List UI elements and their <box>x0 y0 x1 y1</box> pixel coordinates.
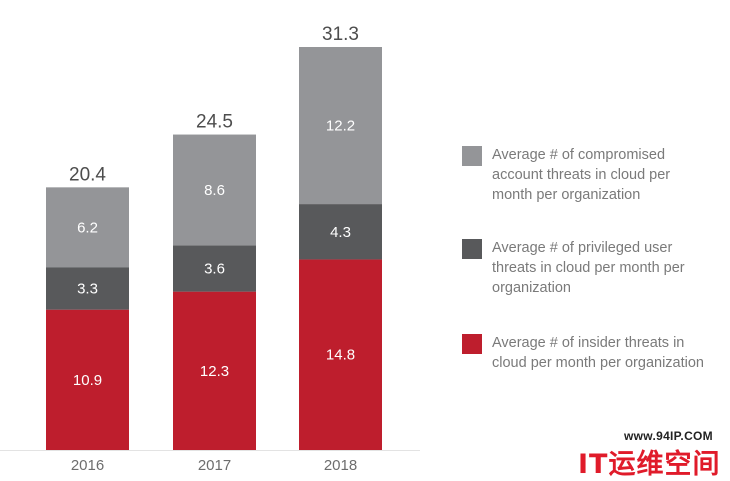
x-tick-label-2016: 2016 <box>71 457 104 474</box>
bar-segment-privileged-2016 <box>46 267 129 310</box>
bar-segment-insider-2016 <box>46 309 129 450</box>
bar-segment-privileged-2017 <box>173 245 256 292</box>
bar-segment-compromised-2017 <box>173 134 256 246</box>
x-tick-label-2018: 2018 <box>324 457 357 474</box>
data-label-compromised-2016: 6.2 <box>77 219 98 236</box>
legend-swatch-compromised <box>462 146 482 166</box>
data-label-privileged-2018: 4.3 <box>330 224 351 241</box>
data-label-compromised-2018: 12.2 <box>326 118 355 135</box>
legend-item-insider: Average # of insider threats in cloud pe… <box>462 333 722 373</box>
bar-segment-privileged-2018 <box>299 204 382 260</box>
legend-item-compromised: Average # of compromised account threats… <box>462 145 722 205</box>
bar-segment-compromised-2016 <box>46 187 129 268</box>
legend-swatch-insider <box>462 334 482 354</box>
legend-label-compromised: Average # of compromised account threats… <box>492 147 671 203</box>
total-label-2016: 20.4 <box>69 164 106 185</box>
data-label-insider-2017: 12.3 <box>200 363 229 380</box>
data-label-insider-2016: 10.9 <box>73 372 102 389</box>
data-label-privileged-2016: 3.3 <box>77 280 98 297</box>
legend-swatch-privileged <box>462 239 482 259</box>
x-tick-label-2017: 2017 <box>198 457 231 474</box>
data-label-privileged-2017: 3.6 <box>204 260 225 277</box>
bar-segment-compromised-2018 <box>299 47 382 205</box>
watermark-url: www.94IP.COM <box>624 429 713 443</box>
watermark-brand: IT运维空间 <box>578 449 721 480</box>
bar-segment-insider-2018 <box>299 259 382 450</box>
legend-label-privileged: Average # of privileged user threats in … <box>492 240 685 296</box>
legend-item-privileged: Average # of privileged user threats in … <box>462 238 722 298</box>
data-label-insider-2018: 14.8 <box>326 347 355 364</box>
total-label-2018: 31.3 <box>322 24 359 45</box>
bar-segment-insider-2017 <box>173 291 256 450</box>
legend-label-insider: Average # of insider threats in cloud pe… <box>492 335 704 371</box>
data-label-compromised-2017: 8.6 <box>204 182 225 199</box>
total-label-2017: 24.5 <box>196 112 233 133</box>
